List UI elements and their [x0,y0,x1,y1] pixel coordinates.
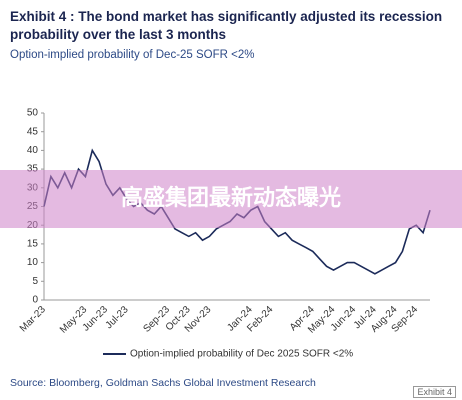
y-tick-label: 5 [32,276,38,287]
y-tick-label: 10 [27,257,39,268]
x-tick-label: Mar-23 [18,304,48,334]
legend-label: Option-implied probability of Dec 2025 S… [130,349,353,360]
y-tick-label: 50 [27,108,39,119]
y-tick-label: 0 [32,295,38,306]
y-tick-label: 40 [27,145,39,156]
source-note: Source: Bloomberg, Goldman Sachs Global … [10,377,316,389]
y-tick-label: 15 [27,239,39,250]
chart-subtitle: Option-implied probability of Dec-25 SOF… [10,49,255,61]
chart-title: Exhibit 4 : The bond market has signific… [10,9,443,42]
y-tick-label: 45 [27,126,39,137]
x-tick-label: Jul-23 [104,304,131,331]
y-tick-label: 35 [27,164,39,175]
exhibit-tag: Exhibit 4 [413,386,456,398]
overlay-banner: 高盛集团最新动态曝光 [0,170,462,228]
